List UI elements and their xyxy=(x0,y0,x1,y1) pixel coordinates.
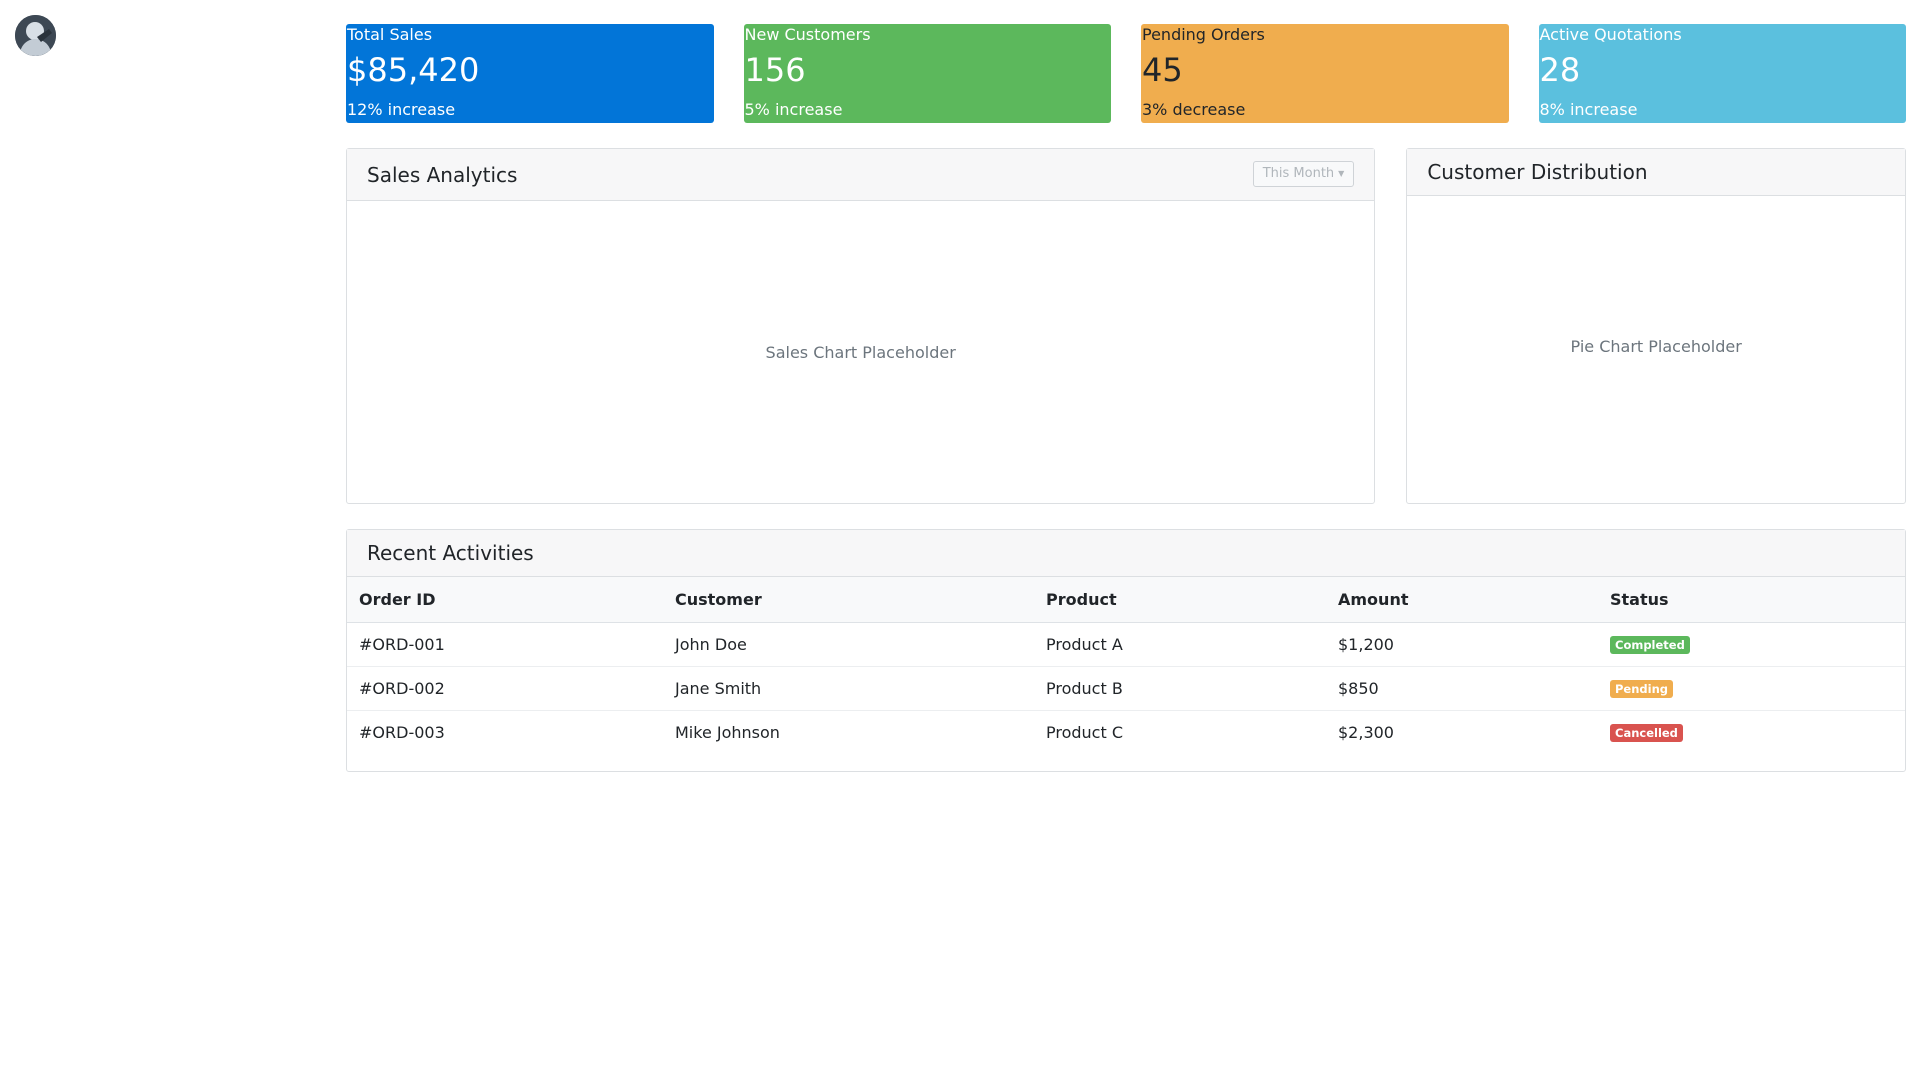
card-title: Pending Orders xyxy=(1142,25,1265,44)
column-header-order-id: Order ID xyxy=(347,577,663,623)
customer-cell: Mike Johnson xyxy=(663,709,1034,754)
panel-title: Recent Activities xyxy=(367,541,534,565)
card-change: 8% increase xyxy=(1539,100,1638,119)
avatar[interactable] xyxy=(15,15,56,56)
stat-card-total-sales: Total Sales $85,420 12% increase xyxy=(346,24,714,123)
pie-chart-placeholder: Pie Chart Placeholder xyxy=(1570,337,1742,356)
card-value: 45 xyxy=(1142,51,1183,89)
amount-cell: $1,200 xyxy=(1338,634,1394,654)
card-value: 28 xyxy=(1539,51,1581,89)
stat-card-active-quotations: Active Quotations 28 8% increase xyxy=(1538,24,1906,123)
card-title: New Customers xyxy=(744,25,871,44)
status-badge: Cancelled xyxy=(1610,724,1683,743)
amount-cell: $2,300 xyxy=(1326,709,1598,754)
table-row: #ORD-001 John Doe Product A $1,200 Compl… xyxy=(347,622,1905,666)
status-badge: Pending xyxy=(1610,680,1674,698)
sales-chart-placeholder: Sales Chart Placeholder xyxy=(765,343,956,362)
card-value: 156 xyxy=(744,51,806,89)
amount-cell: $850 xyxy=(1326,665,1598,710)
panel-header: Sales Analytics This Month ▼ xyxy=(347,149,1375,201)
customer-distribution-panel: Customer Distribution Pie Chart Placehol… xyxy=(1406,148,1906,504)
card-change: 5% increase xyxy=(744,100,843,119)
table-row: #ORD-002 Jane Smith Product B $850 Pendi… xyxy=(347,665,1905,710)
panel-header: Customer Distribution xyxy=(1407,149,1905,196)
column-header-status: Status xyxy=(1598,577,1905,623)
stat-cards: Total Sales $85,420 12% increase New Cus… xyxy=(346,24,1906,123)
card-value: $85,420 xyxy=(347,51,480,89)
status-badge: Completed xyxy=(1610,636,1690,654)
dashboard-main: Total Sales $85,420 12% increase New Cus… xyxy=(346,24,1906,772)
order-id-cell: #ORD-003 xyxy=(347,709,663,754)
status-cell: Completed xyxy=(1598,622,1905,666)
card-title: Total Sales xyxy=(347,25,433,44)
customer-cell: John Doe xyxy=(675,634,747,654)
column-header-customer: Customer xyxy=(663,577,1034,623)
column-header-product: Product xyxy=(1034,577,1326,623)
status-cell: Pending xyxy=(1598,665,1905,710)
activities-table: Order ID Customer Product Amount Status … xyxy=(347,577,1905,754)
table-row: #ORD-003 Mike Johnson Product C $2,300 C… xyxy=(347,709,1905,754)
panel-title: Sales Analytics xyxy=(367,163,518,187)
dropdown-label: This Month xyxy=(1262,166,1335,181)
product-cell: Product C xyxy=(1034,709,1326,754)
status-cell: Cancelled xyxy=(1598,709,1905,754)
recent-activities-panel: Recent Activities Order ID Customer Prod… xyxy=(346,529,1906,772)
stat-card-pending-orders: Pending Orders 45 3% decrease xyxy=(1141,24,1509,123)
table-header-row: Order ID Customer Product Amount Status xyxy=(347,577,1905,623)
card-change: 12% increase xyxy=(347,100,456,119)
column-header-amount: Amount xyxy=(1326,577,1598,623)
stat-card-new-customers: New Customers 156 5% increase xyxy=(743,24,1111,123)
panel-title: Customer Distribution xyxy=(1427,160,1648,184)
customer-cell: Jane Smith xyxy=(663,665,1034,710)
order-id-cell: #ORD-002 xyxy=(347,665,663,710)
panel-header: Recent Activities xyxy=(347,530,1905,577)
product-cell: Product B xyxy=(1034,665,1326,710)
card-title: Active Quotations xyxy=(1539,25,1682,44)
product-cell: Product A xyxy=(1046,634,1123,654)
sales-analytics-panel: Sales Analytics This Month ▼ Sales Chart… xyxy=(346,148,1376,504)
period-dropdown[interactable]: This Month ▼ xyxy=(1252,161,1355,187)
caret-down-icon: ▼ xyxy=(1338,169,1345,178)
order-id-cell: #ORD-001 xyxy=(359,634,445,654)
card-change: 3% decrease xyxy=(1142,100,1246,119)
